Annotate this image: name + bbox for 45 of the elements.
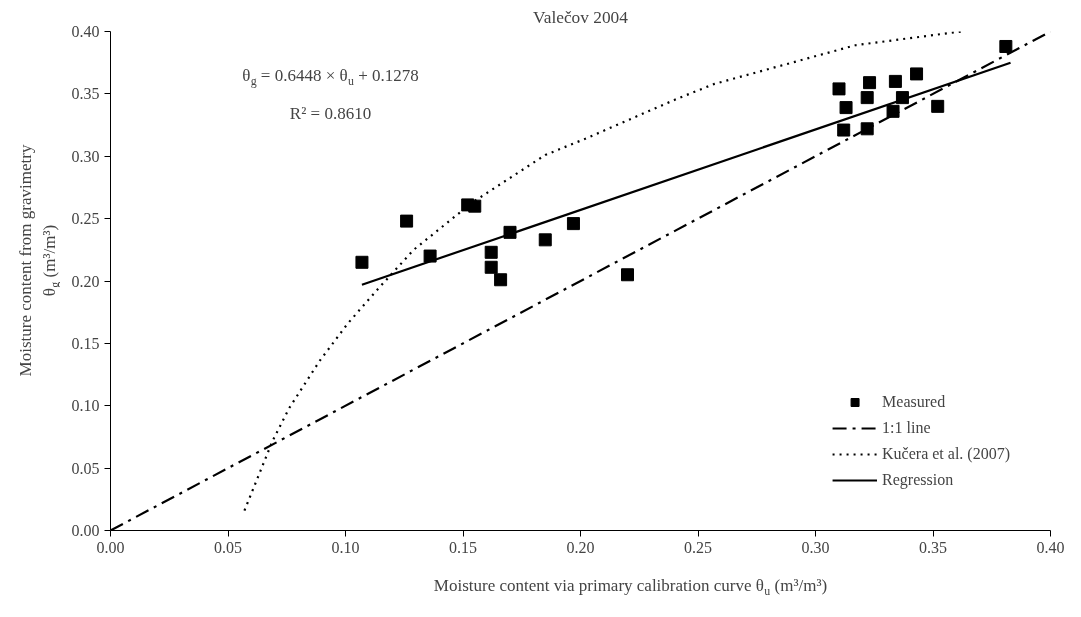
point (468, 199, 482, 213)
y-tick-label: 0.00 (71, 522, 100, 539)
point (837, 123, 851, 137)
legend-label: Regression (882, 471, 954, 489)
legend-label: 1:1 line (882, 419, 931, 437)
x-tick-label: 0.30 (801, 538, 830, 556)
y-tick-label: 0.35 (71, 85, 100, 103)
x-tick-label: 0.15 (449, 538, 477, 556)
x-tick-label: 0.10 (331, 538, 360, 556)
x-tick-label: 0.40 (1036, 538, 1065, 556)
x-tick-label: 0.05 (214, 538, 242, 556)
point (839, 101, 853, 115)
point (494, 273, 508, 287)
legend-label: Kučera et al. (2007) (882, 445, 1010, 463)
point (888, 74, 902, 88)
point (538, 233, 552, 247)
y-tick-label: 0.05 (71, 459, 100, 477)
point (400, 214, 414, 228)
y-tick-label: 0.25 (71, 210, 100, 228)
point (621, 268, 634, 282)
legend-label: Measured (882, 393, 946, 411)
point (910, 67, 924, 81)
point (566, 217, 580, 231)
x-tick-label: 0.35 (919, 538, 947, 556)
point (423, 249, 437, 263)
point (886, 104, 900, 118)
y-tick-label: 0.20 (71, 272, 100, 290)
point (484, 245, 498, 259)
point (860, 122, 874, 136)
y-tick-label: 0.15 (71, 334, 100, 352)
point (863, 76, 877, 90)
y-tick-label: 0.10 (71, 397, 100, 415)
x-tick-label: 0.00 (96, 538, 125, 556)
x-tick-label: 0.25 (684, 538, 712, 556)
point (999, 39, 1013, 53)
y-tick-label: 0.40 (71, 23, 100, 40)
point (355, 255, 369, 269)
point (931, 99, 945, 113)
y-tick-label: 0.30 (71, 147, 100, 165)
chart-title: Valečov 2004 (533, 7, 629, 27)
point (484, 260, 498, 274)
annotation: R² = 0.8610 (289, 104, 372, 123)
point (860, 91, 874, 105)
x-tick-label: 0.20 (566, 538, 595, 556)
point (832, 82, 846, 96)
